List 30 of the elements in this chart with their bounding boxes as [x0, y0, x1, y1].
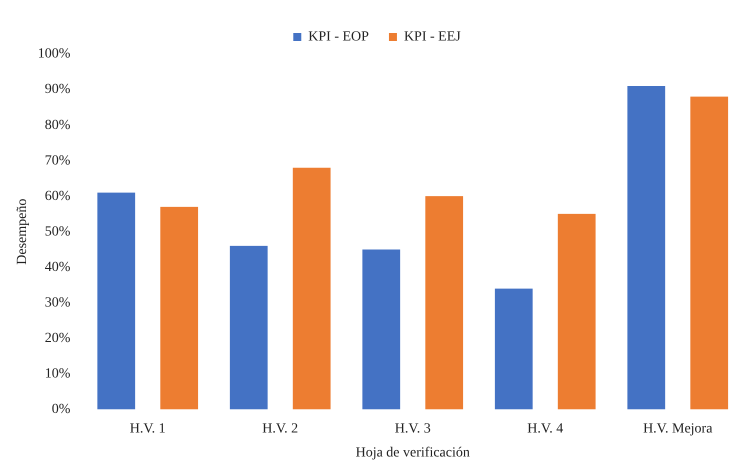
bar — [97, 192, 136, 410]
y-axis-title: Desempeño — [15, 198, 30, 265]
x-tick-label: H.V. 1 — [130, 421, 166, 436]
bar — [230, 246, 268, 410]
bar — [627, 86, 666, 410]
x-tick-label: H.V. 3 — [394, 421, 431, 436]
y-tick-label: 60% — [44, 188, 71, 204]
bar — [494, 288, 533, 410]
y-tick-label: 50% — [44, 224, 71, 240]
bar — [292, 168, 331, 410]
x-tick-label: H.V. 4 — [527, 421, 564, 436]
y-tick-label: 30% — [44, 295, 71, 310]
bar — [160, 206, 198, 410]
legend-label: KPI - EOP — [308, 30, 370, 45]
x-axis-title: Hoja de verificación — [356, 445, 470, 460]
y-tick-label: 80% — [44, 118, 71, 133]
bar — [425, 196, 464, 410]
bar — [558, 214, 596, 410]
bar — [690, 96, 728, 410]
y-tick-label: 0% — [52, 402, 71, 418]
y-tick-label: 40% — [44, 260, 71, 275]
legend-label: KPI - EEJ — [404, 30, 462, 45]
y-tick-label: 100% — [38, 46, 71, 62]
x-tick-label: H.V. 2 — [262, 421, 298, 436]
y-tick-label: 90% — [44, 82, 71, 98]
y-tick-label: 10% — [44, 366, 71, 382]
bar — [362, 249, 400, 410]
y-tick-label: 70% — [44, 153, 71, 168]
y-tick-label: 20% — [44, 330, 71, 346]
x-tick-label: H.V. Mejora — [643, 421, 714, 436]
